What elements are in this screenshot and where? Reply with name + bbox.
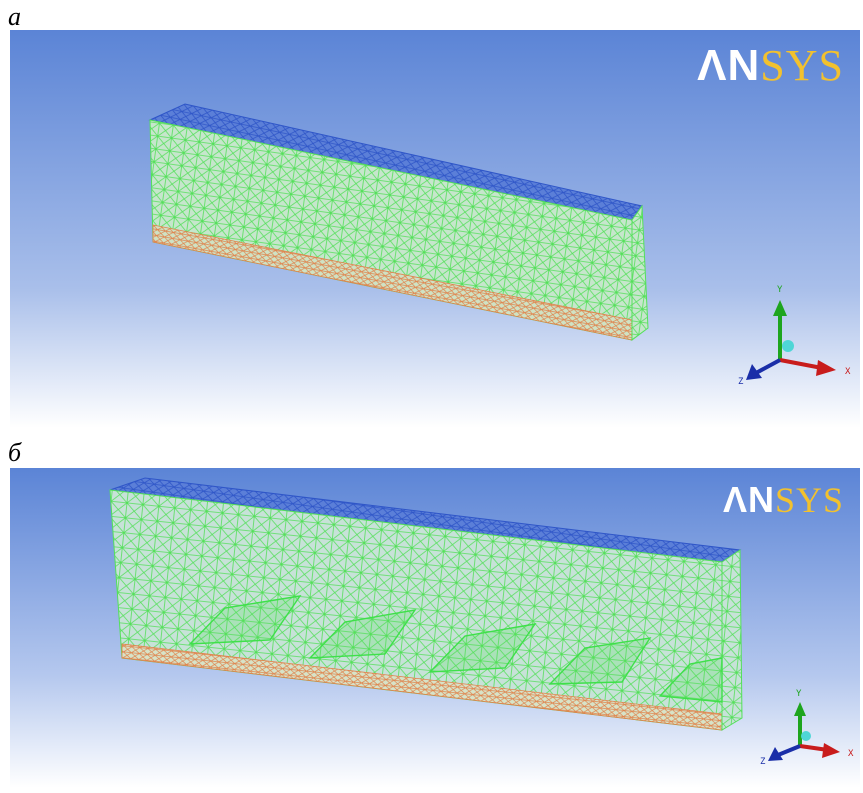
x-axis-arrow — [779, 358, 823, 370]
z-axis-arrow — [777, 744, 801, 757]
axis-triad-b: Y X Z — [760, 689, 854, 767]
z-axis-arrow — [755, 358, 781, 375]
panel-label-a: а — [8, 2, 21, 31]
x-axis-label: X — [848, 749, 854, 759]
mesh-internal-baffles — [188, 595, 723, 703]
y-axis-label: Y — [777, 285, 783, 295]
mesh-viewport-a[interactable]: Y X Z ΛNSYS — [10, 30, 860, 428]
mesh-viewport-b[interactable]: Y X Z ΛNSYS — [10, 468, 860, 788]
mesh-end-face — [631, 204, 649, 341]
mesh-render-a: Y X Z — [10, 30, 860, 428]
axis-origin-marker — [801, 731, 811, 741]
z-axis-label: Z — [760, 757, 766, 767]
axis-triad-a: Y X Z — [738, 285, 851, 387]
z-axis-label: Z — [738, 377, 744, 387]
x-axis-label: X — [845, 367, 851, 377]
axis-origin-marker — [782, 340, 794, 352]
mesh-render-b: Y X Z — [10, 468, 860, 788]
ansys-logo: ΛNSYS — [722, 479, 844, 520]
ansys-logo: ΛNSYS — [697, 41, 844, 90]
panel-label-b: б — [8, 438, 22, 467]
y-axis-label: Y — [796, 689, 802, 699]
mesh-end-face — [721, 549, 743, 731]
